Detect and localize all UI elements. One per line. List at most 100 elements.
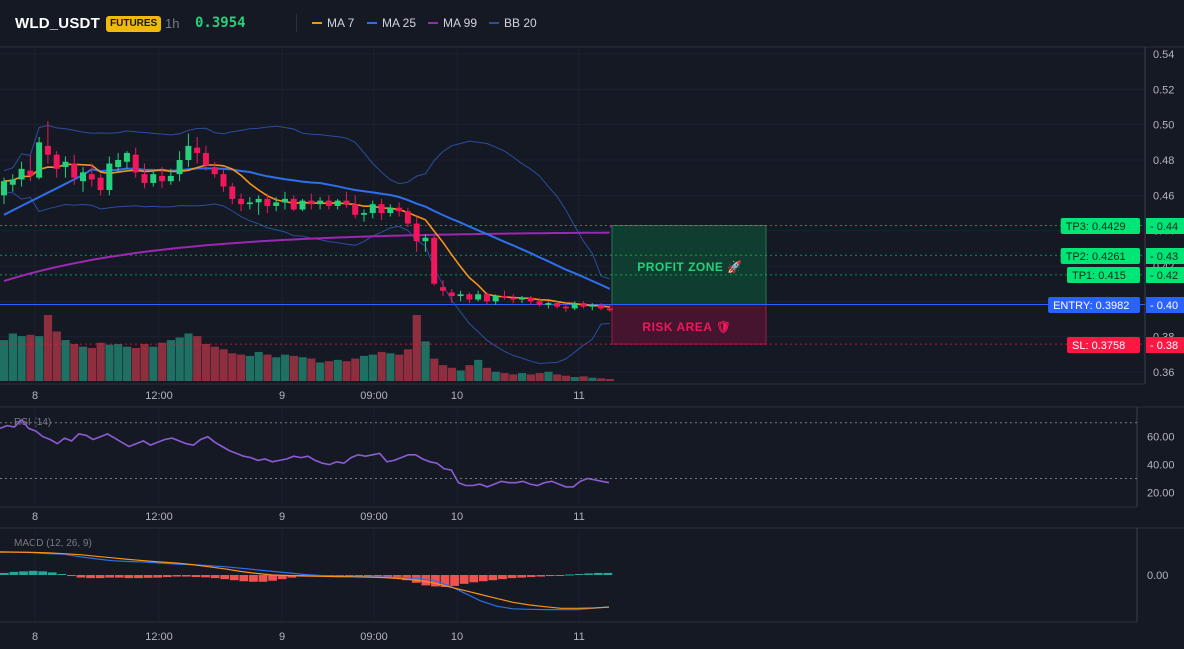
macd-histogram-bar: [555, 575, 565, 576]
time-tick-label: 09:00: [360, 390, 388, 402]
candle-body: [343, 200, 350, 205]
volume-bar: [316, 362, 325, 381]
legend-ma25[interactable]: MA 25: [367, 16, 416, 30]
volume-bar: [430, 358, 439, 381]
entry-tag-bg: [1048, 297, 1140, 313]
tp1-axis-bg: [1146, 267, 1184, 283]
volume-bar: [184, 333, 193, 381]
macd-histogram-bar: [268, 575, 277, 581]
volume-bar: [79, 346, 88, 381]
candle-body: [536, 301, 543, 305]
candle-body: [88, 174, 95, 180]
macd-signal-line: [0, 551, 610, 609]
volume-bar: [114, 344, 123, 381]
volume-bar: [465, 365, 474, 381]
macd-histogram-bar: [220, 575, 230, 580]
candle-body: [396, 207, 403, 212]
candle-body: [246, 202, 253, 205]
candle-body: [334, 200, 341, 206]
volume-bar: [368, 354, 377, 381]
candle-body: [194, 147, 201, 153]
grid-lines: [0, 48, 1145, 384]
sl-tag-bg: [1067, 337, 1140, 353]
candle-body: [176, 160, 183, 175]
candle-body: [387, 207, 394, 213]
macd-histogram-bar: [565, 574, 574, 576]
macd-histogram-bar: [421, 575, 431, 586]
ma25-line: [3, 167, 611, 290]
candle-body: [545, 303, 552, 305]
tp2-tag-bg: [1060, 248, 1140, 264]
macd-histogram-bar: [105, 575, 115, 578]
candle-body: [352, 204, 359, 215]
volume-bar: [175, 337, 184, 381]
candle-body: [606, 308, 613, 311]
chart-header: WLD_USDT FUTURES 1h 0.3954 MA 7 MA 25 MA…: [0, 0, 1184, 46]
time-tick-label: 8: [32, 631, 38, 643]
volume-bar: [193, 336, 202, 381]
volume-bar: [553, 374, 562, 381]
macd-histogram-bar: [545, 575, 555, 577]
legend-ma7[interactable]: MA 7: [312, 16, 354, 30]
volume-bar: [351, 358, 360, 381]
macd-histogram-bar: [153, 575, 163, 578]
macd-histogram-bar: [181, 575, 191, 577]
time-tick-label: 10: [451, 511, 463, 523]
macd-histogram-bar: [95, 575, 105, 579]
macd-histogram-bar: [114, 575, 124, 578]
volume-bar: [333, 359, 342, 381]
legend-ma99-swatch: [428, 22, 438, 24]
candle-body: [492, 296, 499, 302]
volume-bar: [61, 340, 70, 381]
price-tick-label: 0.48: [1153, 155, 1174, 167]
time-tick-label: 8: [32, 390, 38, 402]
legend-ma25-label: MA 25: [382, 16, 417, 30]
macd-histogram-bar: [201, 575, 210, 578]
macd-histogram-bar: [440, 575, 450, 587]
volume-bar: [219, 349, 228, 381]
volume-bar: [544, 371, 553, 381]
volume-bar: [201, 344, 211, 381]
macd-title: MACD (12, 26, 9): [14, 538, 92, 549]
volume-bar: [535, 373, 544, 381]
risk-zone[interactable]: [611, 304, 767, 345]
candle-body: [97, 177, 104, 191]
candle-body: [527, 297, 534, 302]
candle-body: [431, 237, 438, 284]
moving-averages: [3, 163, 612, 308]
candle-body: [360, 213, 367, 215]
bollinger-bands: [3, 124, 610, 365]
legend-bb20[interactable]: BB 20: [489, 16, 537, 30]
macd-histogram-bar: [354, 575, 364, 577]
time-axes: 8 12:00 9 09:00 10 11 8 12:00 9 09:00 10 11 8 12:00 9 0…: [32, 390, 585, 643]
candle-body: [281, 198, 288, 203]
legend-bb20-label: BB 20: [504, 16, 537, 30]
candle-body: [466, 294, 473, 300]
macd-histogram-bar: [67, 575, 76, 577]
volume-bar: [122, 346, 132, 381]
volume-bar: [158, 342, 167, 381]
candle-body: [123, 152, 130, 162]
macd-histogram-bar: [0, 572, 9, 575]
volume-bar: [210, 346, 219, 381]
volume-bar: [17, 336, 26, 381]
timeframe-label[interactable]: 1h: [165, 16, 180, 31]
volume-bar: [280, 354, 290, 381]
macd-histogram-bar: [57, 573, 67, 575]
macd-histogram-bar: [229, 575, 239, 581]
profit-zone[interactable]: [611, 225, 767, 306]
volume-bar: [597, 378, 606, 381]
symbol-title[interactable]: WLD_USDT: [15, 15, 100, 32]
candle-body: [220, 174, 227, 187]
legend-ma99[interactable]: MA 99: [428, 16, 477, 30]
candle-body: [36, 142, 43, 178]
candle-body: [238, 198, 245, 205]
macd-histogram-bar: [603, 572, 613, 575]
candle-body: [580, 303, 587, 307]
macd-histogram-bar: [143, 575, 153, 578]
volume-bar: [26, 334, 35, 381]
volume-bars: [0, 315, 615, 381]
volume-bar: [96, 342, 105, 381]
macd-histogram-bar: [258, 575, 268, 582]
